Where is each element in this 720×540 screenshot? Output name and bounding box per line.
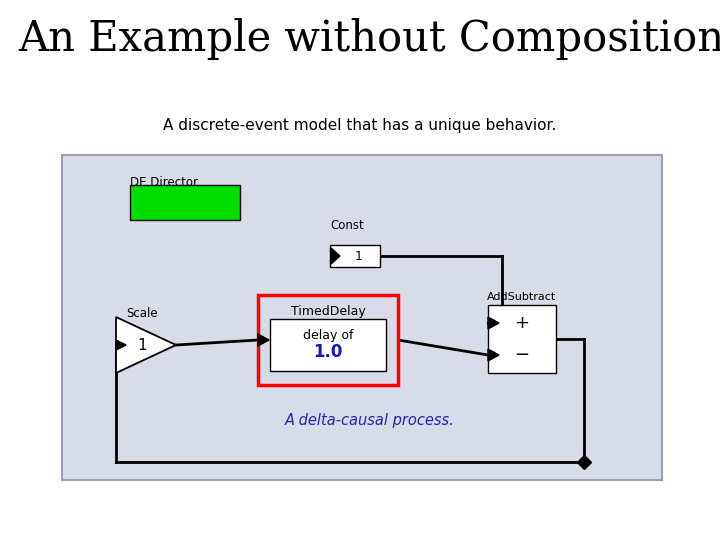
FancyBboxPatch shape [488,305,556,373]
Text: 1.0: 1.0 [313,343,343,361]
FancyBboxPatch shape [258,295,398,385]
Polygon shape [488,317,499,329]
Text: delay of: delay of [302,329,354,342]
Text: TimedDelay: TimedDelay [291,305,365,318]
Polygon shape [488,349,499,361]
FancyBboxPatch shape [330,245,380,267]
Text: −: − [514,346,530,364]
Text: A delta-causal process.: A delta-causal process. [285,413,455,428]
Text: An Example without Composition: An Example without Composition [18,18,720,60]
Text: Const: Const [330,219,364,232]
Text: Scale: Scale [126,307,158,320]
Text: +: + [515,314,529,332]
Text: DE Director: DE Director [130,176,198,189]
Text: 1: 1 [138,338,147,353]
FancyBboxPatch shape [62,155,662,480]
Polygon shape [258,334,269,346]
Text: AddSubtract: AddSubtract [487,292,557,302]
Polygon shape [331,248,340,264]
Text: 1: 1 [355,249,363,262]
FancyBboxPatch shape [270,319,386,371]
Polygon shape [116,317,176,373]
Polygon shape [116,340,126,350]
FancyBboxPatch shape [130,185,240,220]
Text: A discrete-event model that has a unique behavior.: A discrete-event model that has a unique… [163,118,557,133]
